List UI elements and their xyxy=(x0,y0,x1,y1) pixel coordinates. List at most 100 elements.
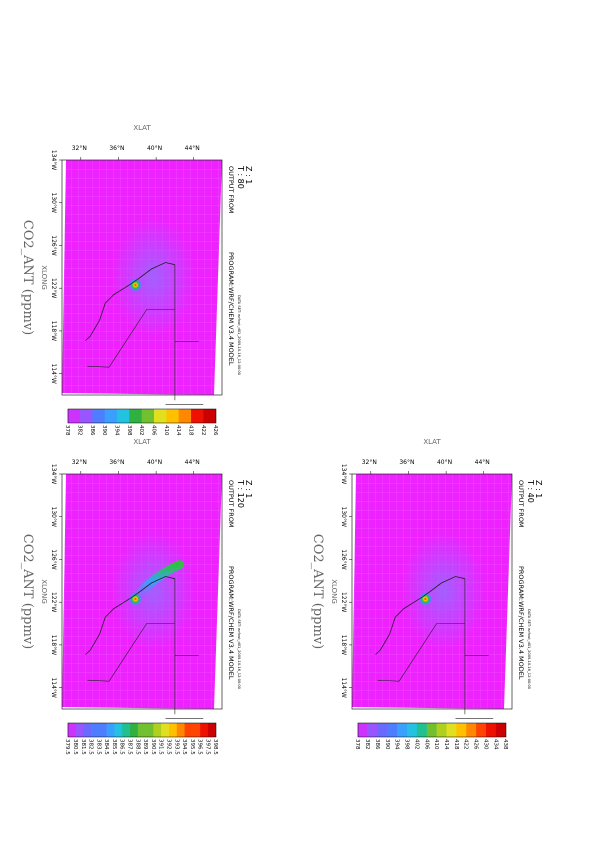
colorbar-label: 390 xyxy=(101,425,107,436)
map-frame xyxy=(61,159,223,396)
colorbar-label: 398 xyxy=(404,739,410,750)
colorbar-label: 434 xyxy=(492,739,498,750)
program-label: PROGRAM:WRF/CHEM V3.4 MODEL xyxy=(227,252,235,366)
colorbar-label: 390.5 xyxy=(150,739,156,755)
colorbar-label: 422 xyxy=(463,739,469,750)
colorbar-bin xyxy=(476,723,487,737)
map-frame xyxy=(351,473,513,710)
colorbar-label: 418 xyxy=(453,739,459,750)
lon-tick-label: 134°W xyxy=(50,464,57,484)
state-border xyxy=(108,309,175,368)
colorbar-bin xyxy=(397,723,408,737)
colorbar-bin xyxy=(184,723,193,737)
colorbar-label: 398.5 xyxy=(212,739,218,755)
data-set-label: DATA SET: wrfout_d01_2009-10-16_12:00:00 xyxy=(237,609,241,690)
state-border xyxy=(377,679,400,682)
xlat-axis-title: XLAT xyxy=(423,438,441,446)
colorbar-label: 393.5 xyxy=(173,739,179,755)
lat-tick-label: 36°N xyxy=(399,459,414,466)
colorbar-bin xyxy=(426,723,437,737)
colorbar-label: 414 xyxy=(175,425,181,436)
colorbar-label: 384.5 xyxy=(103,739,109,755)
xlat-axis-title: XLAT xyxy=(133,124,151,132)
colorbar-bin xyxy=(154,409,167,423)
colorbar-bin xyxy=(145,723,154,737)
program-label: PROGRAM:WRF/CHEM V3.4 MODEL xyxy=(227,566,235,680)
colorbar-label: 387.5 xyxy=(127,739,133,755)
lon-tick-label: 122°W xyxy=(50,592,57,612)
colorbar-label: 385.5 xyxy=(111,739,117,755)
coastline xyxy=(375,576,465,655)
colorbar-label: 388.5 xyxy=(134,739,140,755)
variable-title: CO2_ANT (ppmv) xyxy=(310,534,325,649)
co2-haze xyxy=(401,530,486,651)
colorbar-bin xyxy=(466,723,477,737)
coastline xyxy=(85,262,175,341)
xlat-axis-title: XLAT xyxy=(133,438,151,446)
lat-tick-label: 40°N xyxy=(147,145,162,152)
lat-tick-label: 40°N xyxy=(437,459,452,466)
lon-tick-label: 126°W xyxy=(50,235,57,255)
colorbar-bin xyxy=(141,409,155,423)
output-from-label: OUTPUT FROM xyxy=(227,166,235,214)
co2-hotspot xyxy=(128,591,143,606)
output-from-label: OUTPUT FROM xyxy=(517,480,525,528)
co2-hotspot xyxy=(418,591,433,606)
lat-tick-label: 44°N xyxy=(185,145,200,152)
co2-hotspot xyxy=(128,277,143,292)
colorbar-bin xyxy=(203,409,216,423)
program-label: PROGRAM:WRF/CHEM V3.4 MODEL xyxy=(517,566,525,680)
colorbar-label: 382 xyxy=(77,425,83,436)
colorbar-label: 383.5 xyxy=(95,739,101,755)
lon-tick-label: 130°W xyxy=(50,193,57,213)
colorbar-bin xyxy=(130,723,139,737)
output-from-label: OUTPUT FROM xyxy=(227,480,235,528)
colorbar-label: 426 xyxy=(212,425,218,436)
colorbar-bin xyxy=(207,723,216,737)
colorbar-bin xyxy=(357,723,368,737)
colorbar-bin xyxy=(104,409,118,423)
colorbar-bin xyxy=(67,409,81,423)
colorbar-label: 382.5 xyxy=(88,739,94,755)
colorbar-label: 391.5 xyxy=(158,739,164,755)
colorbar-label: 402 xyxy=(413,739,419,750)
lat-tick-label: 32°N xyxy=(72,459,87,466)
colorbar-bin xyxy=(98,723,107,737)
colorbar-label: 422 xyxy=(200,425,206,436)
colorbar-bin xyxy=(367,723,378,737)
colorbar-bin xyxy=(176,723,185,737)
colorbar-label: 386.5 xyxy=(119,739,125,755)
time-step-label: T : 40 xyxy=(526,479,535,503)
colorbar-label: 438 xyxy=(502,739,508,750)
lat-tick-label: 36°N xyxy=(109,459,124,466)
colorbar-bin xyxy=(387,723,398,737)
lon-tick-label: 118°W xyxy=(340,635,347,655)
colorbar-bin xyxy=(192,723,201,737)
colorbar-bin xyxy=(446,723,457,737)
colorbar-label: 418 xyxy=(188,425,194,436)
colorbar-label: 394.5 xyxy=(181,739,187,755)
colorbar-label: 406 xyxy=(151,425,157,436)
colorbar-bin xyxy=(129,409,142,423)
colorbar-label: 396.5 xyxy=(197,739,203,755)
colorbar-bin xyxy=(80,409,93,423)
colorbar-label: 378 xyxy=(354,739,360,750)
state-border xyxy=(108,623,175,682)
z-level-label: Z : 1 xyxy=(534,480,543,498)
xlong-axis-title: XLONG xyxy=(330,579,338,604)
xlong-axis-title: XLONG xyxy=(40,265,48,290)
colorbar-bin xyxy=(407,723,418,737)
lon-tick-label: 130°W xyxy=(50,507,57,527)
lat-tick-label: 44°N xyxy=(185,459,200,466)
colorbar-frame xyxy=(357,722,507,738)
colorbar-label: 402 xyxy=(138,425,144,436)
colorbar-bin xyxy=(178,409,192,423)
colorbar-frame xyxy=(67,408,217,424)
colorbar-bin xyxy=(67,723,76,737)
colorbar-label: 397.5 xyxy=(204,739,210,755)
lon-tick-label: 122°W xyxy=(340,592,347,612)
colorbar-label: 389.5 xyxy=(142,739,148,755)
